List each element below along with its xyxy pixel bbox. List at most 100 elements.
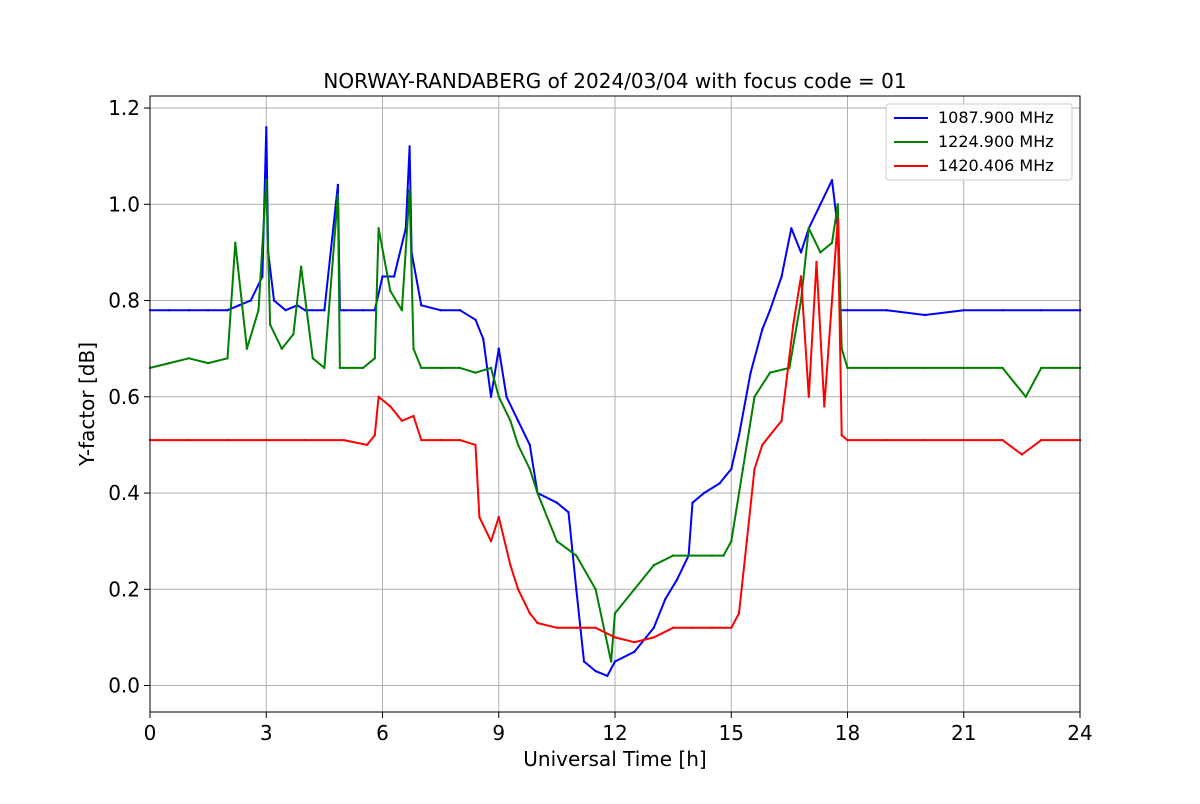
legend-box	[885, 103, 1073, 181]
data-point	[245, 347, 249, 350]
data-point	[509, 419, 512, 422]
data-point	[840, 434, 843, 437]
data-point	[836, 217, 839, 220]
data-point	[516, 588, 520, 591]
x-tick-label: 0	[144, 721, 157, 745]
data-point	[377, 395, 380, 398]
legend: 1087.900 MHz 1224.900 MHz 1420.406 MHz	[885, 103, 1073, 181]
data-point	[257, 309, 260, 312]
x-axis: 0 3 6 9 12 15 18 21 24	[144, 712, 1093, 745]
series-layer	[148, 126, 1082, 678]
data-point	[474, 443, 477, 447]
data-point	[439, 366, 442, 370]
data-point	[478, 515, 481, 519]
data-point	[497, 347, 500, 350]
data-point	[536, 491, 539, 495]
data-point	[342, 366, 345, 370]
data-point	[389, 405, 392, 408]
data-point	[768, 371, 772, 374]
y-tick-label: 1.0	[108, 192, 140, 216]
legend-label: 1224.900 MHz	[938, 132, 1054, 151]
data-point	[594, 626, 597, 629]
data-point	[555, 540, 559, 543]
data-point	[408, 145, 411, 148]
data-point	[206, 309, 210, 312]
data-point	[323, 366, 326, 370]
data-point	[923, 366, 927, 370]
data-point	[819, 203, 822, 206]
data-point	[718, 482, 721, 485]
data-point	[613, 636, 617, 639]
data-point	[458, 309, 462, 312]
data-point	[365, 443, 369, 447]
x-axis-label: Universal Time [h]	[523, 747, 706, 771]
data-point	[652, 636, 655, 639]
data-point	[284, 309, 287, 312]
data-point	[633, 650, 636, 653]
data-point	[474, 371, 477, 374]
data-point	[836, 203, 839, 206]
data-point	[815, 260, 818, 264]
data-point	[555, 501, 559, 504]
data-point	[780, 275, 783, 278]
data-point	[671, 554, 675, 557]
data-point	[710, 554, 714, 557]
data-point	[482, 337, 485, 341]
data-point	[846, 366, 849, 370]
data-point	[830, 179, 834, 182]
data-point	[338, 366, 342, 370]
data-point	[420, 438, 423, 442]
x-tick-label: 24	[1067, 721, 1092, 745]
data-point	[702, 491, 706, 495]
data-point	[846, 438, 849, 442]
data-point	[237, 304, 241, 307]
data-point	[613, 660, 617, 663]
data-point	[962, 309, 965, 312]
data-point	[885, 309, 888, 312]
data-point	[377, 227, 380, 230]
data-point	[633, 641, 636, 644]
data-point	[516, 419, 520, 422]
data-point	[613, 612, 617, 615]
data-point	[830, 299, 834, 302]
data-point	[1040, 366, 1043, 370]
data-point	[299, 265, 303, 268]
data-point	[261, 275, 264, 278]
data-point	[265, 126, 268, 129]
y-tick-label: 0.0	[108, 674, 140, 698]
data-point	[489, 395, 493, 398]
data-point	[268, 323, 272, 326]
y-axis: 0.0 0.2 0.4 0.6 0.8 1.0 1.2	[108, 96, 150, 698]
data-point	[303, 438, 307, 442]
data-point	[671, 626, 675, 629]
y-tick-label: 1.2	[108, 96, 140, 120]
data-point	[361, 366, 365, 370]
data-point	[830, 241, 834, 244]
data-point	[234, 241, 237, 244]
data-point	[790, 227, 793, 230]
y-axis-label: Y-factor [dB]	[75, 342, 99, 467]
data-point	[792, 323, 795, 326]
data-point	[555, 626, 559, 629]
data-point	[691, 626, 694, 629]
data-point	[400, 309, 404, 312]
data-point	[819, 251, 822, 254]
data-point	[749, 371, 752, 374]
data-point	[962, 366, 965, 370]
data-point	[528, 467, 531, 471]
data-point	[633, 588, 636, 591]
data-point	[582, 660, 586, 663]
data-point	[311, 357, 314, 360]
data-point	[575, 588, 578, 591]
data-point	[439, 309, 442, 312]
data-point	[737, 612, 741, 615]
data-point	[1020, 453, 1024, 456]
data-point	[389, 289, 392, 293]
legend-label: 1420.406 MHz	[938, 156, 1054, 175]
data-point	[280, 347, 283, 350]
data-point	[516, 443, 520, 447]
data-point	[381, 275, 384, 278]
data-point	[226, 309, 229, 312]
data-point	[336, 193, 340, 196]
